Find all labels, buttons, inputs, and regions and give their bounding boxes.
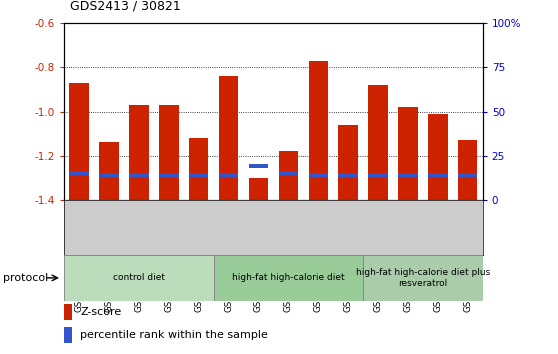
Bar — [458, 140, 478, 200]
Bar — [249, 164, 268, 169]
Bar — [458, 173, 478, 177]
Bar — [99, 173, 119, 177]
Text: control diet: control diet — [113, 273, 165, 282]
Bar — [189, 173, 208, 177]
Bar — [129, 105, 148, 200]
Bar — [64, 327, 71, 343]
Bar — [363, 255, 483, 301]
Bar — [159, 173, 179, 177]
Text: Z-score: Z-score — [80, 307, 121, 318]
Text: protocol: protocol — [3, 273, 48, 283]
Bar — [339, 173, 358, 177]
Bar — [368, 173, 388, 177]
Text: high-fat high-calorie diet plus
resveratrol: high-fat high-calorie diet plus resverat… — [356, 268, 490, 287]
Bar — [129, 173, 148, 177]
Bar — [64, 255, 214, 301]
Bar — [159, 105, 179, 200]
Bar — [368, 85, 388, 200]
Text: percentile rank within the sample: percentile rank within the sample — [80, 330, 268, 341]
Bar — [309, 61, 328, 200]
Bar — [64, 304, 71, 320]
Bar — [69, 171, 89, 176]
Bar — [214, 255, 363, 301]
Bar — [398, 107, 417, 200]
Bar — [428, 114, 448, 200]
Bar — [189, 138, 208, 200]
Bar — [69, 83, 89, 200]
Bar — [278, 152, 298, 200]
Text: high-fat high-calorie diet: high-fat high-calorie diet — [232, 273, 345, 282]
Bar — [249, 178, 268, 200]
Bar — [99, 142, 119, 200]
Bar — [278, 171, 298, 176]
Bar — [339, 125, 358, 200]
Bar — [428, 173, 448, 177]
Bar — [398, 173, 417, 177]
Bar — [309, 173, 328, 177]
Bar — [219, 76, 238, 200]
Text: GDS2413 / 30821: GDS2413 / 30821 — [70, 0, 180, 12]
Bar — [219, 173, 238, 177]
